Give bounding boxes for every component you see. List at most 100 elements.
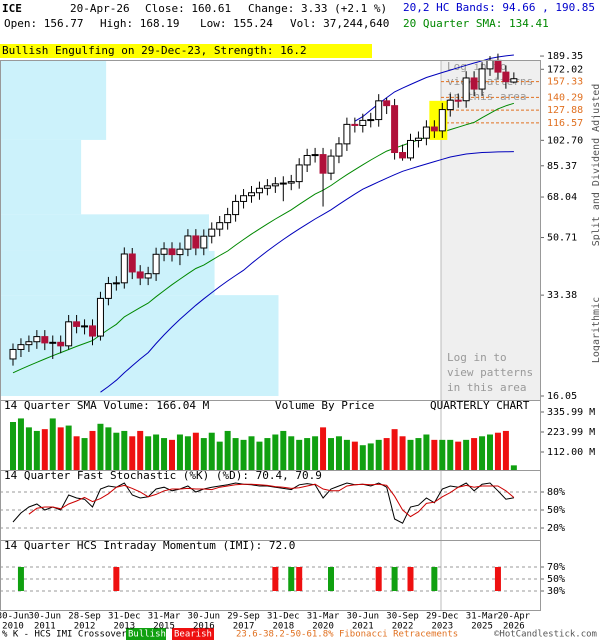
login-note: view patterns [447, 366, 533, 379]
candle-body [144, 273, 152, 279]
volume-bar [415, 438, 422, 470]
candle-body [319, 154, 327, 174]
candle-body [327, 155, 335, 174]
banner-bg [0, 44, 372, 58]
candle-body [486, 59, 494, 70]
signal-bar [407, 566, 414, 591]
volume-bar [471, 438, 478, 470]
volume-bar [296, 439, 303, 470]
candle-body [96, 297, 104, 337]
candle-body [279, 182, 287, 185]
candle-body [494, 59, 502, 73]
candle-body [200, 235, 208, 249]
x-tick-label: 29-Dec [426, 612, 459, 622]
fibonacci-label: 140.29 [547, 92, 583, 103]
volume-bar [25, 427, 32, 470]
candle-body [89, 325, 96, 337]
x-tick-year: 2022 [392, 622, 414, 632]
candle-body [287, 181, 295, 184]
volume-bar [391, 429, 398, 470]
volume-bar [97, 423, 104, 470]
axis-note: Split and Dividend Adjusted [591, 84, 600, 247]
candle-body [152, 253, 160, 275]
candle-body [104, 283, 112, 299]
signal-bar [431, 566, 438, 591]
candle-body [168, 248, 176, 256]
volume-bar [129, 436, 136, 470]
fibonacci-legend: 23.6-38.2-50-61.8% Fibonacci Retracement… [236, 630, 458, 640]
candle-body [224, 214, 232, 224]
login-area [441, 61, 540, 400]
y-tick-label: 30% [547, 586, 565, 597]
volume-bar [455, 441, 462, 470]
volume-bar [232, 438, 239, 470]
volume-bar [224, 430, 231, 470]
candle-body [407, 139, 414, 159]
candle-body [391, 105, 399, 154]
y-tick-label: 50% [547, 574, 565, 585]
change: Change: 3.33 (+2.1 %) [248, 2, 387, 15]
volume-bar [328, 438, 334, 470]
signal-bar [391, 566, 398, 591]
volume: Vol: 37,244,640 [290, 17, 389, 30]
panel-subtitle: Volume By Price [275, 399, 374, 412]
volume-bar [65, 425, 72, 470]
axis-note: Logarithmic [591, 297, 600, 363]
x-tick-label: 31-Dec [267, 612, 300, 622]
candle-body [41, 336, 49, 344]
candle-body [438, 109, 446, 132]
volume-bar [407, 439, 414, 470]
candle-body [303, 154, 311, 166]
volume-bar [169, 439, 175, 470]
volume-bar [89, 430, 96, 470]
candle-body [351, 123, 359, 126]
volume-bar [208, 432, 215, 470]
volume-bar [280, 430, 287, 470]
volume-bar [383, 438, 390, 470]
y-tick-label: 50% [547, 505, 565, 516]
volume-bar [272, 434, 279, 470]
candle-body [454, 99, 462, 102]
y-tick-label: 85.37 [547, 161, 577, 172]
volume-bar [216, 441, 223, 470]
open: Open: 156.77 [4, 17, 83, 30]
x-tick-label: 31-Dec [108, 612, 141, 622]
low: Low: 155.24 [200, 17, 273, 30]
volume-bar [10, 422, 16, 470]
volume-bar [312, 436, 319, 470]
bearish-label: Bearish [174, 630, 212, 640]
candle-body [367, 119, 375, 122]
volume-bar [113, 432, 120, 470]
candle-body [248, 192, 255, 197]
candle-body [176, 248, 184, 256]
volume-bar [192, 432, 199, 470]
candle-body [263, 185, 271, 189]
candle-body [399, 152, 407, 159]
volume-bar [304, 438, 311, 470]
x-tick-label: 30-Jun [29, 612, 62, 622]
volume-bar [502, 430, 509, 470]
volume-bar [145, 436, 152, 470]
fibonacci-label: 127.88 [547, 105, 583, 116]
volume-by-price [0, 295, 279, 396]
volume-bar [487, 434, 493, 470]
volume-bar [17, 418, 24, 470]
candle-body [120, 253, 128, 284]
volume-bar [176, 434, 183, 470]
signal-bar [296, 566, 303, 591]
candle-body [112, 282, 120, 285]
volume-bar [184, 436, 191, 470]
panel-title: 14 Quarter SMA Volume: 166.04 M [4, 399, 210, 412]
candle-body [343, 123, 351, 145]
symbol: ICE [2, 2, 22, 15]
crossover-legend: % K - HCS IMI Crossover, [2, 630, 132, 640]
candle-body [311, 154, 319, 157]
volume-bar [105, 427, 112, 470]
x-tick-year: 2025 [471, 622, 493, 632]
volume-bar [288, 436, 295, 470]
panel-title: 14 Quarter HCS Intraday Momentum (IMI): … [4, 539, 295, 552]
x-tick-label: 31-Mar [307, 612, 340, 622]
volume-bar [137, 430, 144, 470]
x-tick-year: 2015 [153, 622, 175, 632]
date: 20-Apr-26 [70, 2, 130, 15]
